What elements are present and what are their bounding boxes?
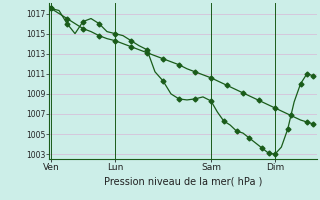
X-axis label: Pression niveau de la mer( hPa ): Pression niveau de la mer( hPa ) — [104, 177, 262, 187]
